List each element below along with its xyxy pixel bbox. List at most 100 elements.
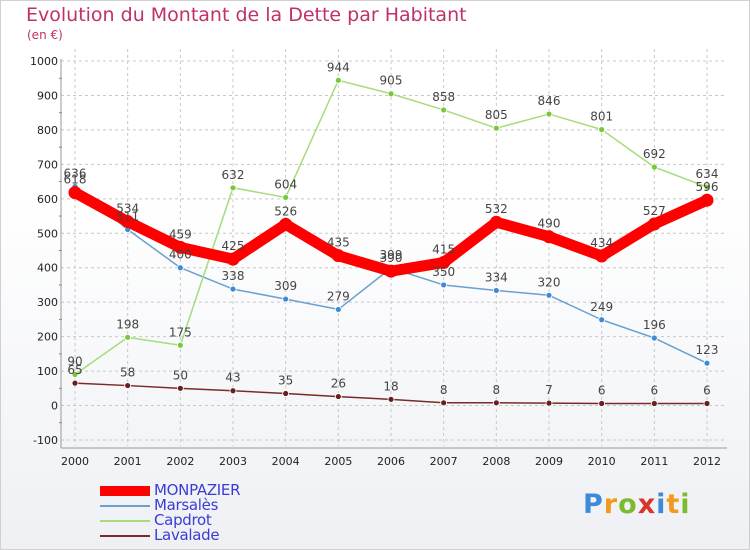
x-tick-label: 2010	[588, 455, 616, 468]
data-point-lavalade	[282, 390, 290, 397]
data-label-monpazier: 490	[538, 217, 561, 231]
y-tick-label: 300	[37, 296, 58, 309]
y-tick-label: 900	[37, 89, 58, 102]
logo-letter: i	[656, 489, 667, 520]
data-label-lavalade: 58	[120, 366, 135, 380]
data-point-capdrot	[124, 333, 132, 341]
data-label-lavalade: 50	[173, 368, 188, 382]
data-point-marsales	[282, 295, 290, 303]
data-point-marsales	[176, 264, 184, 272]
data-point-marsales	[229, 285, 237, 293]
x-tick-label: 2003	[219, 455, 247, 468]
data-point-lavalade	[176, 384, 184, 392]
data-point-monpazier	[542, 230, 556, 244]
legend-swatch	[100, 505, 150, 507]
data-point-marsales	[598, 316, 606, 324]
data-label-lavalade: 18	[383, 379, 398, 393]
x-tick-label: 2000	[61, 455, 89, 468]
x-tick-label: 2009	[535, 455, 563, 468]
x-tick-label: 2006	[377, 455, 405, 468]
legend-swatch	[100, 486, 150, 496]
logo-letter: P	[583, 489, 604, 520]
data-point-lavalade	[229, 387, 237, 395]
data-label-lavalade: 6	[651, 383, 659, 397]
data-point-capdrot	[598, 126, 606, 133]
data-label-monpazier: 459	[169, 227, 192, 241]
data-point-capdrot	[492, 124, 500, 132]
data-point-capdrot	[282, 194, 290, 201]
data-label-marsales: 334	[485, 270, 508, 284]
data-point-monpazier	[437, 256, 451, 270]
data-label-marsales: 400	[169, 248, 192, 262]
data-point-monpazier	[121, 215, 135, 229]
data-point-capdrot	[176, 341, 184, 349]
data-point-lavalade	[387, 395, 395, 403]
data-label-marsales: 309	[274, 279, 297, 293]
y-tick-label: 600	[37, 193, 58, 206]
x-tick-label: 2011	[640, 455, 668, 468]
x-tick-label: 2005	[324, 455, 352, 468]
data-point-monpazier	[700, 193, 714, 207]
data-point-monpazier	[384, 264, 398, 278]
logo-letter: i	[680, 489, 691, 520]
y-tick-label: -100	[33, 434, 58, 447]
y-tick-label: 100	[37, 365, 58, 378]
data-point-lavalade	[703, 400, 711, 407]
data-label-lavalade: 35	[278, 373, 293, 387]
data-label-capdrot: 604	[274, 177, 297, 191]
legend-label: Capdrot	[154, 511, 212, 529]
y-tick-label: 0	[51, 400, 58, 413]
data-label-capdrot: 198	[116, 317, 139, 331]
data-point-lavalade	[334, 393, 342, 400]
legend-label: Lavalade	[154, 526, 220, 544]
data-label-marsales: 320	[538, 275, 561, 289]
y-tick-label: 400	[37, 262, 58, 275]
data-label-capdrot: 90	[67, 355, 82, 369]
data-label-lavalade: 8	[440, 383, 448, 397]
data-point-lavalade	[71, 379, 79, 387]
data-point-lavalade	[440, 399, 448, 407]
data-label-lavalade: 6	[598, 383, 606, 397]
x-tick-label: 2007	[430, 455, 458, 468]
data-point-capdrot	[650, 163, 658, 171]
data-label-marsales: 279	[327, 289, 350, 303]
y-tick-label: 800	[37, 124, 58, 137]
data-label-capdrot: 944	[327, 60, 350, 74]
data-point-monpazier	[226, 252, 240, 266]
data-label-monpazier: 618	[64, 173, 87, 187]
chart-title: Evolution du Montant de la Dette par Hab…	[26, 4, 467, 26]
data-point-monpazier	[173, 240, 187, 254]
data-point-marsales	[334, 306, 342, 313]
data-label-capdrot: 801	[590, 110, 613, 124]
data-label-lavalade: 7	[545, 383, 553, 397]
data-point-marsales	[545, 291, 553, 299]
data-label-monpazier: 434	[590, 236, 613, 250]
y-tick-label: 1000	[30, 55, 58, 68]
data-label-monpazier: 527	[643, 204, 666, 218]
data-label-monpazier: 390	[380, 251, 403, 265]
logo-letter: o	[618, 489, 638, 520]
data-point-capdrot	[229, 184, 237, 192]
data-label-lavalade: 65	[67, 363, 82, 377]
logo-letter: t	[666, 489, 681, 520]
legend-label: Marsalès	[154, 496, 219, 514]
data-label-marsales: 123	[696, 343, 719, 357]
x-tick-label: 2001	[114, 455, 142, 468]
data-label-marsales: 196	[643, 318, 666, 332]
data-label-marsales: 249	[590, 300, 613, 314]
data-point-marsales	[703, 359, 711, 367]
data-label-marsales: 350	[432, 265, 455, 279]
data-label-capdrot: 692	[643, 147, 666, 161]
data-point-monpazier	[279, 217, 293, 231]
data-label-marsales: 511	[116, 209, 139, 223]
data-label-lavalade: 43	[225, 371, 240, 385]
proxiti-logo: Proxiti	[583, 489, 691, 520]
data-point-monpazier	[595, 249, 609, 263]
data-point-monpazier	[489, 215, 503, 229]
data-label-lavalade: 8	[493, 383, 501, 397]
data-point-monpazier	[331, 249, 345, 263]
data-label-monpazier: 415	[432, 243, 455, 257]
data-label-capdrot: 858	[432, 90, 455, 104]
data-label-marsales: 636	[64, 166, 87, 180]
